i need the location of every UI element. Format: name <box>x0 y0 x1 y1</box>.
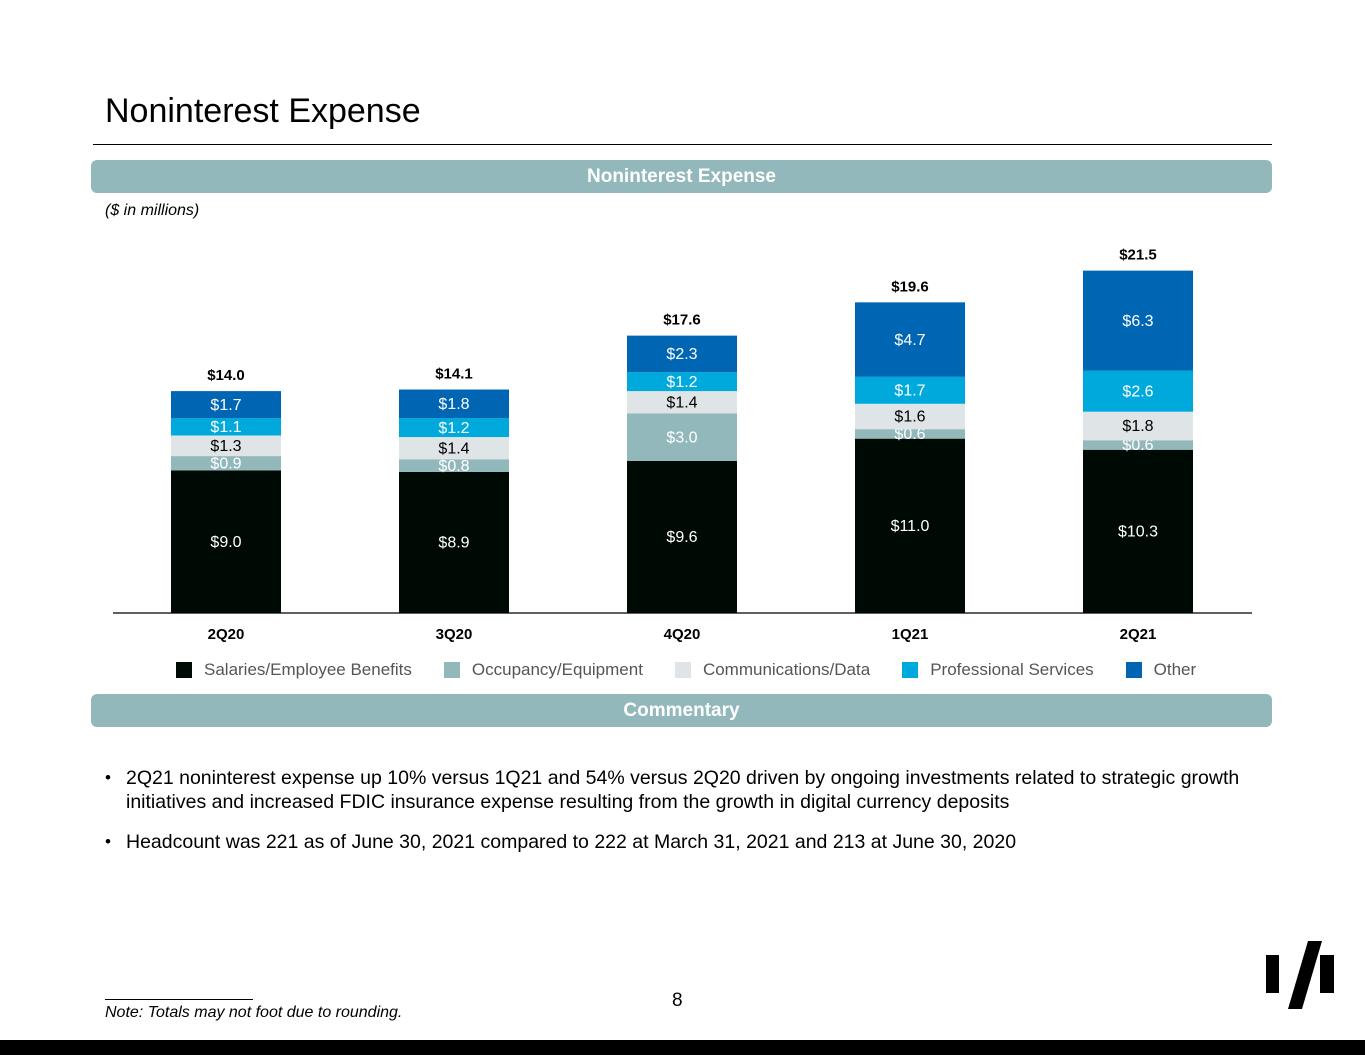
commentary-bullet: Headcount was 221 as of June 30, 2021 co… <box>105 830 1255 854</box>
title-divider <box>93 144 1272 145</box>
legend-label: Communications/Data <box>702 660 871 679</box>
x-tick-label-4q20: 4Q20 <box>664 626 701 643</box>
legend-label: Other <box>1153 660 1197 679</box>
legend-swatch <box>902 662 919 678</box>
bar-segment-occupancy-2q20 <box>171 456 281 471</box>
commentary-banner: Commentary <box>91 694 1272 727</box>
x-tick-label-1q21: 1Q21 <box>892 626 929 643</box>
bar-segment-other-2q20 <box>171 391 281 419</box>
footnote: Note: Totals may not foot due to roundin… <box>105 1004 403 1021</box>
total-label-2q20: $14.0 <box>207 367 245 384</box>
total-label-3q20: $14.1 <box>435 365 473 382</box>
data-label-communications-1q21: $1.6 <box>894 409 925 426</box>
legend-item-other: Other <box>1125 660 1197 680</box>
data-label-occupancy-4q20: $3.0 <box>666 429 697 446</box>
x-tick-label-2q21: 2Q21 <box>1120 626 1157 643</box>
data-label-occupancy-1q21: $0.6 <box>894 426 925 443</box>
bar-segment-professional-1q21 <box>855 376 965 404</box>
bar-segment-other-1q21 <box>855 302 965 377</box>
data-label-occupancy-2q20: $0.9 <box>210 455 241 472</box>
commentary-bullet: 2Q21 noninterest expense up 10% versus 1… <box>105 766 1255 814</box>
bar-segment-occupancy-2q21 <box>1083 440 1193 450</box>
data-label-communications-2q20: $1.3 <box>210 438 241 455</box>
bar-segment-communications-2q21 <box>1083 411 1193 441</box>
data-label-professional-2q21: $2.6 <box>1122 383 1153 400</box>
bar-segment-salaries-2q21 <box>1083 449 1193 613</box>
bar-segment-other-2q21 <box>1083 270 1193 371</box>
legend-item-occupancy: Occupancy/Equipment <box>443 660 643 680</box>
data-label-professional-2q20: $1.1 <box>210 419 241 436</box>
page-title: Noninterest Expense <box>105 92 421 130</box>
bar-segment-professional-2q21 <box>1083 370 1193 412</box>
legend-swatch <box>176 662 192 678</box>
x-tick-label-3q20: 3Q20 <box>436 626 473 643</box>
total-label-2q21: $21.5 <box>1119 247 1157 264</box>
bar-segment-other-4q20 <box>627 335 737 373</box>
bar-segment-salaries-1q21 <box>855 438 965 613</box>
legend-swatch <box>443 662 460 678</box>
stacked-bar-chart: $9.0$0.9$1.3$1.1$1.7$14.02Q20$8.9$0.8$1.… <box>113 247 1252 643</box>
bar-segment-professional-3q20 <box>399 418 509 438</box>
data-label-salaries-2q20: $9.0 <box>210 534 241 551</box>
legend-swatch <box>1125 662 1142 678</box>
bar-segment-salaries-3q20 <box>399 471 509 613</box>
chart-legend: Salaries/Employee Benefits Occupancy/Equi… <box>176 659 1228 681</box>
bar-segment-professional-2q20 <box>171 418 281 436</box>
bar-segment-other-3q20 <box>399 389 509 419</box>
data-label-communications-2q21: $1.8 <box>1122 418 1153 435</box>
legend-item-communications: Communications/Data <box>674 660 871 680</box>
chart-section-banner: Noninterest Expense <box>91 160 1272 193</box>
bar-segment-communications-2q20 <box>171 435 281 457</box>
bar-segment-occupancy-1q21 <box>855 429 965 439</box>
bar-segment-occupancy-4q20 <box>627 413 737 461</box>
data-label-other-2q21: $6.3 <box>1122 313 1153 330</box>
legend-swatch <box>674 662 691 678</box>
data-label-other-4q20: $2.3 <box>666 346 697 363</box>
legend-item-professional: Professional Services <box>902 660 1094 680</box>
bar-segment-communications-4q20 <box>627 391 737 414</box>
legend-label: Professional Services <box>930 660 1094 679</box>
commentary-list: 2Q21 noninterest expense up 10% versus 1… <box>105 766 1255 870</box>
total-label-4q20: $17.6 <box>663 312 701 329</box>
bar-segment-professional-4q20 <box>627 372 737 392</box>
data-label-occupancy-2q21: $0.6 <box>1122 437 1153 454</box>
bar-segment-communications-1q21 <box>855 403 965 430</box>
page-number: 8 <box>672 990 683 1011</box>
total-label-1q21: $19.6 <box>891 278 929 295</box>
data-label-professional-4q20: $1.2 <box>666 374 697 391</box>
bottom-bar <box>0 1040 1365 1055</box>
bar-segment-salaries-4q20 <box>627 460 737 613</box>
data-label-professional-3q20: $1.2 <box>438 420 469 437</box>
data-label-professional-1q21: $1.7 <box>894 383 925 400</box>
bar-segment-salaries-2q20 <box>171 470 281 613</box>
data-label-other-1q21: $4.7 <box>894 332 925 349</box>
data-label-salaries-2q21: $10.3 <box>1118 524 1158 541</box>
data-label-communications-4q20: $1.4 <box>666 394 697 411</box>
company-logo-icon <box>1266 941 1334 1009</box>
legend-label: Salaries/Employee Benefits <box>204 660 412 679</box>
bar-segment-communications-3q20 <box>399 437 509 460</box>
data-label-occupancy-3q20: $0.8 <box>438 458 469 475</box>
units-note: ($ in millions) <box>105 202 200 219</box>
x-tick-label-2q20: 2Q20 <box>208 626 245 643</box>
data-label-communications-3q20: $1.4 <box>438 440 469 457</box>
bar-segment-occupancy-3q20 <box>399 459 509 472</box>
data-label-other-2q20: $1.7 <box>210 397 241 414</box>
data-label-other-3q20: $1.8 <box>438 396 469 413</box>
data-label-salaries-1q21: $11.0 <box>891 518 930 535</box>
data-label-salaries-3q20: $8.9 <box>438 535 469 552</box>
data-label-salaries-4q20: $9.6 <box>666 529 697 546</box>
footnote-divider <box>105 999 253 1000</box>
legend-item-salaries: Salaries/Employee Benefits <box>176 660 412 680</box>
legend-label: Occupancy/Equipment <box>471 660 643 679</box>
